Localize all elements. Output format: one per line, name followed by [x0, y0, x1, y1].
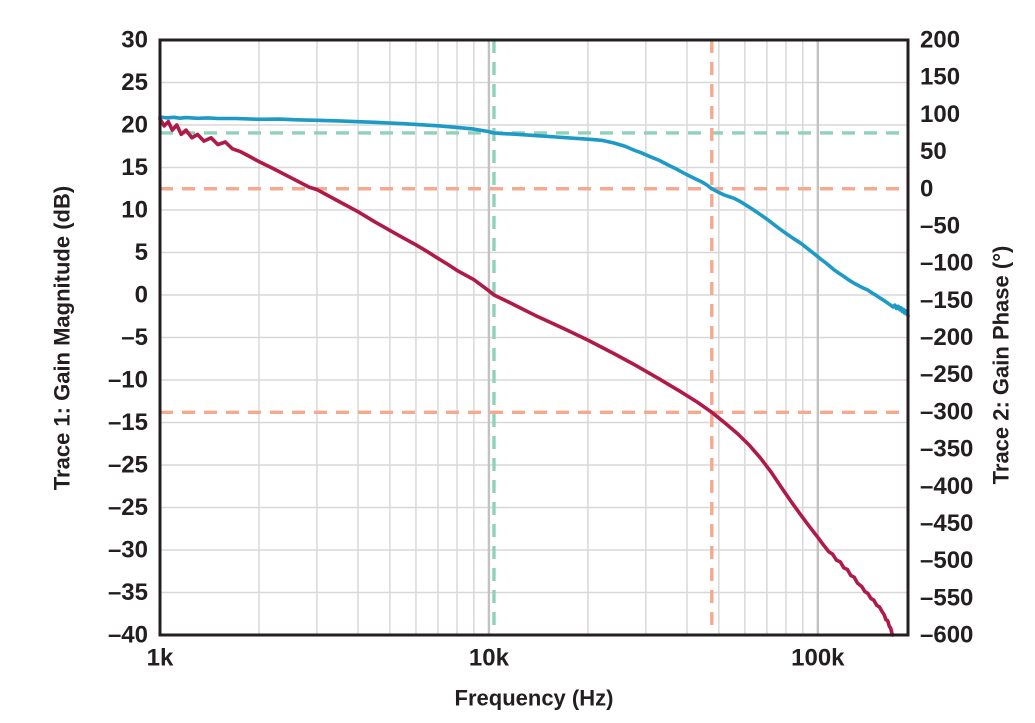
phase-trace — [158, 115, 910, 318]
y-left-tick-label: –25 — [108, 452, 148, 479]
y-right-tick-label: –100 — [920, 250, 973, 277]
y-left-tick-label: 25 — [121, 69, 148, 96]
y-right-tick-label: –300 — [920, 398, 973, 425]
y-right-tick-label: 50 — [920, 138, 947, 165]
x-axis-title: Frequency (Hz) — [455, 686, 614, 711]
y-right-tick-label: –250 — [920, 361, 973, 388]
trace-layer — [158, 115, 910, 637]
cursor-layer — [160, 40, 908, 635]
y-left-tick-label: 10 — [121, 197, 148, 224]
y-left-tick-label: 15 — [121, 154, 148, 181]
y-left-axis-title: Trace 1: Gain Magnitude (dB) — [50, 186, 75, 490]
y-left-tick-label: 5 — [135, 239, 148, 266]
plot-area-frame — [158, 38, 910, 637]
y-left-tick-label: –10 — [108, 367, 148, 394]
y-right-tick-label: –350 — [920, 436, 973, 463]
x-tick-label: 10k — [469, 645, 510, 672]
grid-layer — [160, 40, 908, 635]
y-right-tick-label: –50 — [920, 212, 960, 239]
x-tick-label: 100k — [791, 645, 845, 672]
y-right-tick-label: –200 — [920, 324, 973, 351]
y-right-tick-label: –150 — [920, 287, 973, 314]
y-left-tick-label: 20 — [121, 112, 148, 139]
tick-layer: 302520151050–5–10–15–25–25–30–35–4020015… — [108, 27, 973, 672]
y-left-tick-label: 0 — [135, 282, 148, 309]
y-left-tick-label: –5 — [121, 324, 148, 351]
x-tick-label: 1k — [147, 645, 174, 672]
y-right-tick-label: –500 — [920, 547, 973, 574]
y-right-tick-label: –600 — [920, 622, 973, 649]
y-right-tick-label: –550 — [920, 584, 973, 611]
y-left-tick-label: 30 — [121, 27, 148, 54]
y-left-tick-label: –15 — [108, 409, 148, 436]
y-right-tick-label: 0 — [920, 175, 933, 202]
y-right-tick-label: –450 — [920, 510, 973, 537]
y-right-tick-label: 200 — [920, 27, 960, 54]
y-right-tick-label: –400 — [920, 473, 973, 500]
y-right-tick-label: 150 — [920, 64, 960, 91]
y-right-axis-title: Trace 2: Gain Phase (°) — [989, 246, 1014, 485]
y-left-tick-label: –35 — [108, 579, 148, 606]
y-left-tick-label: –40 — [108, 622, 148, 649]
magnitude-trace — [158, 117, 895, 637]
y-left-tick-label: –30 — [108, 537, 148, 564]
y-left-tick-label: –25 — [108, 494, 148, 521]
y-right-tick-label: 100 — [920, 101, 960, 128]
